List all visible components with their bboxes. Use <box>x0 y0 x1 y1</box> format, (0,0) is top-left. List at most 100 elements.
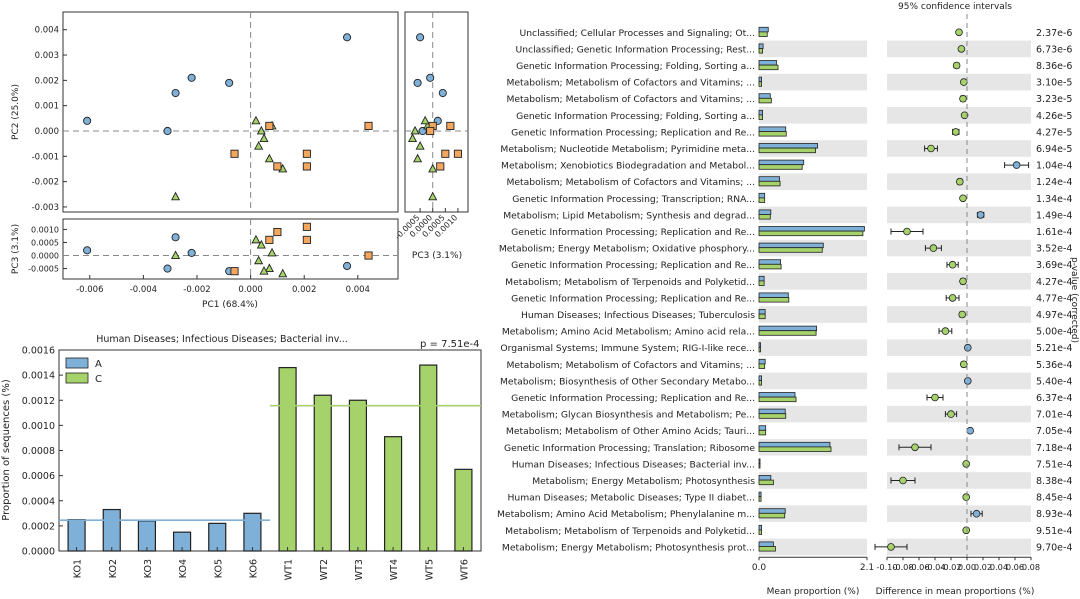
p-value: 3.10e-5 <box>1036 78 1072 89</box>
pca-bottom-plot: PC1 (68.4%) PC3 (3.1%) -0.006 -0.004 -0.00… <box>11 218 399 310</box>
mean-bar-c <box>758 280 765 286</box>
bar <box>102 508 121 552</box>
mean-bar-c <box>758 446 832 452</box>
difference-point <box>955 177 964 186</box>
pca-right-point-triangle <box>415 141 425 150</box>
mean-bar-a <box>758 60 777 66</box>
p-value: 8.93e-4 <box>1036 509 1072 520</box>
mean-bar-a <box>758 458 761 464</box>
bar-category-label: WT2 <box>319 559 330 580</box>
p-value: 8.45e-4 <box>1036 493 1072 504</box>
mean-bar-a <box>758 309 766 315</box>
p-value: 1.34e-4 <box>1036 194 1072 205</box>
mean-bar-c <box>758 180 781 187</box>
row-band <box>887 239 1031 257</box>
mean-bar-a <box>758 143 819 149</box>
feature-label: Genetic Information Processing; Replicat… <box>511 393 755 404</box>
bar-ytick-label: 0.0000 <box>22 547 55 558</box>
mean-bar-a <box>758 192 766 199</box>
feature-label: Metabolism; Metabolism of Terpenoids and… <box>505 277 755 288</box>
pca-bottom-point-square <box>230 267 239 276</box>
p-value: 7.05e-4 <box>1036 426 1072 437</box>
bar-category-label: WT6 <box>459 559 470 580</box>
difference-point <box>955 28 963 37</box>
mean-proportion-xlabel: Mean proportion (%) <box>767 587 860 597</box>
mean-bar-a <box>758 43 764 49</box>
mean-bar-c <box>758 64 779 71</box>
feature-label: Metabolism; Energy Metabolism; Oxidative… <box>499 244 755 255</box>
row-band <box>887 505 1031 522</box>
bar <box>243 512 262 552</box>
pca-bottom-point-square <box>364 251 373 260</box>
pca-bottom-point-triangle <box>259 266 269 275</box>
row-band <box>887 439 1031 456</box>
bar <box>419 364 438 552</box>
feature-bar-plot: Human Diseases; Infectious Diseases; Bac… <box>1 334 482 580</box>
mean-bar-c <box>758 396 797 403</box>
pca-bottom-xtick-label: 0.000 <box>238 285 262 295</box>
diff-axis-tick-label: -0.04 <box>924 562 945 572</box>
mean-bar-a <box>758 93 771 99</box>
mean-bar-c <box>758 147 816 154</box>
difference-point <box>951 128 960 136</box>
mean-bar-c <box>758 97 772 104</box>
feature-label: Metabolism; Metabolism of Cofactors and … <box>506 78 755 89</box>
bar-category-label: WT3 <box>354 559 365 580</box>
bar-category-label: KO3 <box>143 559 154 578</box>
row-band <box>887 107 1031 124</box>
pca-main-ytick-label: 0.002 <box>35 76 59 86</box>
feature-label: Genetic Information Processing; Replicat… <box>511 260 755 271</box>
row-band <box>759 73 867 91</box>
pca-bottom-point-circle <box>163 264 172 273</box>
pca-main-point-circle <box>343 33 352 42</box>
p-value: 5.40e-4 <box>1036 376 1072 387</box>
row-band <box>759 206 867 224</box>
mean-bar-a <box>758 109 763 116</box>
extended-error-bar-plot: 95% confidence intervals Mean proportion… <box>497 2 1079 597</box>
row-band <box>759 538 867 556</box>
row-band <box>887 538 1031 556</box>
bar-category-label: WT5 <box>424 559 435 580</box>
mean-bar-c <box>758 479 774 486</box>
pca-right-point-circle <box>413 78 422 87</box>
p-value: 4.77e-4 <box>1036 293 1072 304</box>
pca-main-ytick-label: 0.003 <box>35 51 59 61</box>
pca-main-point-triangle <box>171 191 181 201</box>
diff-axis-tick-label: -0.08 <box>892 562 913 572</box>
bar-category-label: KO4 <box>178 559 189 578</box>
mean-bar-a <box>758 375 762 381</box>
bar-ytick-label: 0.0006 <box>22 471 55 482</box>
difference-point <box>958 310 966 319</box>
pca-right-xlabel: PC3 (3.1%) <box>412 251 462 261</box>
difference-point <box>966 426 974 435</box>
pca-right-point-triangle <box>408 133 418 143</box>
bar <box>383 436 403 552</box>
p-value: 8.36e-6 <box>1036 61 1072 72</box>
feature-label: Unclassified; Cellular Processes and Sig… <box>519 28 755 39</box>
mean-bar-a <box>758 491 762 498</box>
pca-main-point-triangle <box>264 153 274 163</box>
feature-label: Metabolism; Energy Metabolism; Photosynt… <box>502 542 755 553</box>
mean-bar-a <box>758 508 786 514</box>
row-band <box>759 505 867 522</box>
difference-point <box>929 244 938 252</box>
p-value: 3.52e-4 <box>1036 244 1072 255</box>
feature-label: Metabolism; Lipid Metabolism; Synthesis … <box>503 210 755 221</box>
pca-bottom-ytick-label: 0.0005 <box>31 238 59 247</box>
difference-point <box>931 393 939 402</box>
pca-right-point-triangle <box>420 115 430 125</box>
row-band <box>759 472 867 489</box>
pca-main-frame <box>62 11 399 213</box>
feature-label: Genetic Information Processing; Transcri… <box>512 194 755 205</box>
p-value: 4.27e-4 <box>1036 277 1072 288</box>
p-value: 6.37e-4 <box>1036 393 1072 404</box>
mean-bar-c <box>758 330 817 336</box>
pca-main-point-circle <box>163 126 172 136</box>
p-value: 1.61e-4 <box>1036 227 1072 238</box>
bar <box>137 520 157 552</box>
pca-bottom-point-circle <box>343 261 352 271</box>
diff-axis-tick-label: -0.02 <box>940 562 961 572</box>
bar <box>454 468 473 552</box>
mean-bar-a <box>758 275 765 282</box>
mean-bar-c <box>758 197 766 203</box>
